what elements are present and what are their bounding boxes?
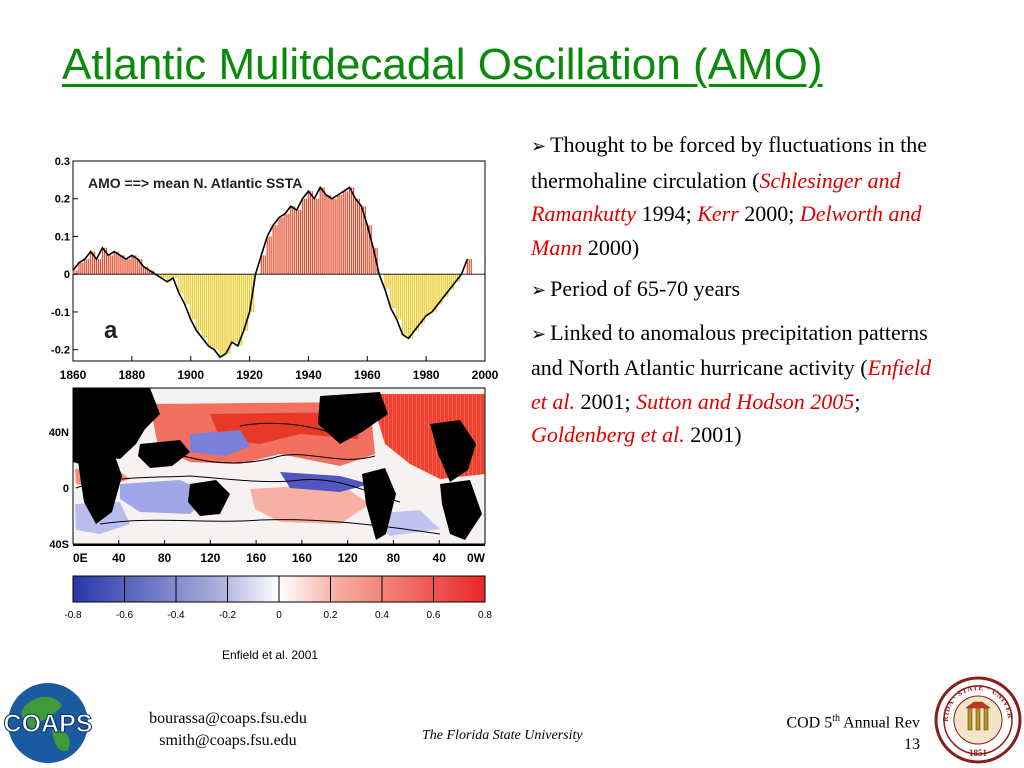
colorbar-label: 0.2 xyxy=(324,610,338,621)
bullet-text: 2000) xyxy=(582,234,640,260)
footer-contacts: bourassa@coaps.fsu.edu smith@coaps.fsu.e… xyxy=(128,708,328,752)
map-lat-label: 40S xyxy=(49,539,69,551)
y-tick-label: 0.1 xyxy=(55,231,70,243)
colorbar-label: -0.4 xyxy=(167,610,185,621)
page-number: 13 xyxy=(904,736,920,754)
arrow-bullet-icon: ➢ xyxy=(531,280,547,300)
amo-timeseries-chart: 0.3 0.2 0.1 0 -0.1 -0.2 1860 1880 1900 1920 1940 1… xyxy=(51,156,499,382)
bullet-text: Linked to anomalous precipitation patter… xyxy=(531,319,928,381)
amo-chart-title: AMO ==> mean N. Atlantic SSTA xyxy=(88,175,302,191)
figure-credit: Enfield et al. 2001 xyxy=(222,648,319,662)
land-masses xyxy=(73,388,485,546)
map-lon-label: 80 xyxy=(158,551,172,565)
x-tick-label: 2000 xyxy=(472,368,499,382)
citation-text: Sutton and Hodson 2005 xyxy=(636,388,855,414)
x-tick-label: 1900 xyxy=(177,368,204,382)
bullet-text: 2001) xyxy=(684,422,742,447)
bullet-item: ➢ Linked to anomalous precipitation patte… xyxy=(531,316,941,452)
y-tick-label: -0.1 xyxy=(51,307,70,319)
coaps-logo: COAPS xyxy=(3,683,93,763)
x-tick-label: 1860 xyxy=(60,368,87,382)
map-frame xyxy=(72,387,486,545)
footer-conference: COD 5th Annual Rev 13 xyxy=(786,708,920,756)
x-tick-label: 1920 xyxy=(236,368,263,382)
x-tick-label: 1980 xyxy=(413,368,440,382)
colorbar-label: -0.2 xyxy=(219,610,237,621)
coaps-logo-text: COAPS xyxy=(4,710,93,738)
map-lon-label: 120 xyxy=(200,551,220,565)
citation-text: Kerr xyxy=(697,201,739,226)
map-lon-label: 80 xyxy=(387,551,401,565)
arrow-bullet-icon: ➢ xyxy=(531,136,547,156)
x-tick-label: 1940 xyxy=(295,368,322,382)
bullet-list: ➢ Thought to be forced by fluctuations in… xyxy=(531,128,941,460)
bullet-text: 1994; xyxy=(636,201,698,226)
bullet-text: 2001; xyxy=(575,388,637,414)
seal-year: 1851 xyxy=(969,748,988,758)
map-lon-label: 120 xyxy=(338,551,358,565)
footer-university: The Florida State University xyxy=(422,728,583,743)
y-tick-label: -0.2 xyxy=(51,345,70,357)
panel-label-a: a xyxy=(104,317,118,344)
citation-text: Schlesinger and Ramankutty xyxy=(531,167,901,227)
bullet-text: ; xyxy=(854,388,861,414)
bullet-text: Thought to be forced by fluctuations in … xyxy=(531,132,928,193)
citation-text: Goldenberg et al. xyxy=(531,422,685,447)
x-tick-label: 1880 xyxy=(119,368,146,382)
citation-text: Enfield et al. xyxy=(531,355,932,414)
colorbar-label: 0 xyxy=(276,610,282,621)
amo-series-line xyxy=(72,185,469,359)
y-tick-label: 0.3 xyxy=(55,156,70,168)
arrow-bullet-icon: ➢ xyxy=(531,323,547,344)
colorbar-label: 0.6 xyxy=(427,610,441,621)
conference-sup: th xyxy=(832,713,840,724)
colorbar: -0.8 -0.6 -0.4 -0.2 0 0.2 0.4 0.6 0.8 xyxy=(64,575,492,621)
sst-correlation-map: 40N 0 40S 0E 40 80 120 160 160 120 80 40 0W xyxy=(49,387,486,565)
map-lat-label: 0 xyxy=(63,483,69,495)
colorbar-label: -0.8 xyxy=(64,610,82,621)
map-lon-label: 40 xyxy=(112,551,126,565)
map-lon-label: 0W xyxy=(467,551,486,565)
email-bourassa: bourassa@coaps.fsu.edu xyxy=(149,710,307,727)
colorbar-label: -0.6 xyxy=(116,610,134,621)
y-tick-label: 0.2 xyxy=(55,194,70,206)
contour-lines xyxy=(75,422,441,535)
colorbar-label: 0.4 xyxy=(375,610,389,621)
torch-icon xyxy=(965,701,991,731)
conference-prefix: COD 5 xyxy=(786,714,833,732)
bullet-text: Period of 65-70 years xyxy=(550,276,741,301)
map-lon-label: 160 xyxy=(246,551,266,565)
map-lon-label: 160 xyxy=(292,551,312,565)
fsu-seal: FLORIDA · STATE · UNIVERSITY 1851 xyxy=(934,676,1022,764)
conference-suffix: Annual Rev xyxy=(840,714,920,732)
bullet-text: 2000; xyxy=(738,201,800,226)
bullet-item: ➢ Thought to be forced by fluctuations in… xyxy=(531,128,941,264)
bullet-item: ➢ Period of 65-70 years xyxy=(531,272,941,308)
map-lat-label: 40N xyxy=(49,427,69,439)
colorbar-label: 0.8 xyxy=(478,610,492,621)
slide-title: Atlantic Mulitdecadal Oscillation (AMO) xyxy=(62,40,823,89)
y-tick-label: 0 xyxy=(64,269,70,281)
x-tick-label: 1960 xyxy=(354,368,381,382)
map-lon-label: 0E xyxy=(73,551,88,565)
map-lon-label: 40 xyxy=(433,551,447,565)
citation-text: Delworth and Mann xyxy=(531,201,922,260)
email-smith: smith@coaps.fsu.edu xyxy=(159,732,297,749)
